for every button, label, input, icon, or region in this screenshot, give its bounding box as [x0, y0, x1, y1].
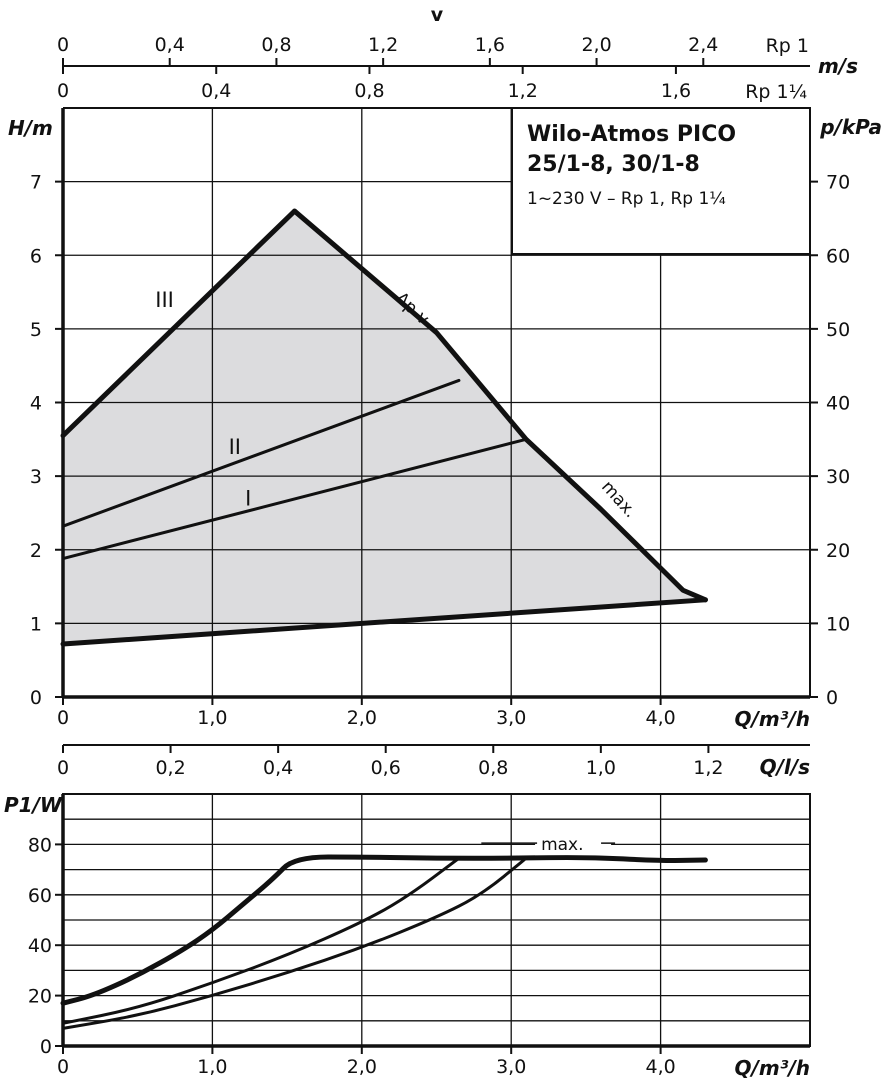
power-curves: max.	[60, 829, 708, 1030]
power-max-label: max.	[541, 835, 583, 855]
y-tick-label-0: 0	[30, 687, 42, 709]
curve-min	[60, 597, 708, 647]
y-tick-label-6: 6	[30, 245, 42, 267]
power-x-tick-label-3: 3,0	[496, 1056, 526, 1078]
velocity-label: v	[431, 4, 444, 26]
y-right-tick-label-5: 50	[826, 319, 850, 341]
flow-ls-tick-label-1: 0,2	[155, 757, 185, 779]
chart-voltage: 1~230 V – Rp 1, Rp 1¼	[527, 189, 726, 209]
title-box	[511, 107, 811, 255]
rp1-quarter-label: Rp 1¼	[745, 81, 807, 103]
power-y-tick-label-1: 20	[28, 986, 52, 1008]
curve-II	[61, 378, 461, 528]
y-axis-label: H/m	[8, 116, 53, 140]
x-tick-label-3: 3,0	[496, 707, 526, 729]
operating-range-area	[63, 211, 706, 644]
curve-I	[61, 437, 528, 561]
y-right-tick-label-0: 0	[826, 687, 838, 709]
power-y-tick-label-2: 40	[28, 935, 52, 957]
power-x-tick-label-1: 1,0	[197, 1056, 227, 1078]
power-x-tick-label-0: 0	[57, 1056, 69, 1078]
velocity-unit: m/s	[818, 54, 858, 78]
rp1q-tick-label-3: 1,2	[508, 80, 538, 102]
power-grid	[63, 794, 810, 1046]
y-right-tick-label-7: 70	[826, 172, 850, 194]
power-y-tick-label-3: 60	[28, 885, 52, 907]
x-tick-label-2: 2,0	[347, 707, 377, 729]
chart-subtitle: 25/1-8, 30/1-8	[527, 152, 700, 177]
power-curve-I	[61, 856, 528, 1030]
y-right-tick-label-3: 30	[826, 466, 850, 488]
rp1q-tick-label-2: 0,8	[354, 80, 384, 102]
y-tick-label-1: 1	[30, 613, 42, 635]
power-y-tick-label-0: 0	[40, 1036, 52, 1058]
power-y-tick-label-4: 80	[28, 834, 52, 856]
label-III: III	[155, 288, 174, 312]
y-right-tick-label-2: 20	[826, 540, 850, 562]
flow-ls-tick-label-2: 0,4	[263, 757, 293, 779]
flow-ls-label: Q/l/s	[760, 755, 810, 779]
power-y-label: P1/W	[4, 793, 63, 817]
x-tick-label-0: 0	[57, 707, 69, 729]
power-curve-max	[60, 854, 708, 1006]
rp1-tick-label-6: 2,4	[688, 34, 718, 56]
label-I: I	[245, 487, 251, 511]
x-tick-label-4: 4,0	[645, 707, 675, 729]
y-tick-label-7: 7	[30, 172, 42, 194]
curve-III	[60, 208, 298, 439]
power-max-label-bg	[535, 829, 612, 856]
power-x-label: Q/m³/h	[735, 1056, 810, 1080]
rp1-tick-label-3: 1,2	[368, 34, 398, 56]
power-axis-ticks: 0 1,0 2,0 3,0 4,0 0 20 40 60 80	[28, 834, 676, 1078]
rp1-tick-label-5: 2,0	[581, 34, 611, 56]
flow-ls-axis: 0 0,2 0,4 0,6 0,8 1,0 1,2	[57, 745, 724, 779]
rp1-tick-label-4: 1,6	[475, 34, 505, 56]
flow-ls-tick-label-6: 1,2	[693, 757, 723, 779]
label-II: II	[229, 435, 241, 459]
flow-ls-tick-label-5: 1,0	[586, 757, 616, 779]
velocity-axes: 0 0,4 0,8 1,2 1,6 2,0 2,4 0 0,4 0,8 1,2 1,6	[57, 34, 718, 102]
y-right-tick-label-4: 40	[826, 393, 850, 415]
curve-dp-v-max	[292, 208, 708, 603]
power-x-tick-label-4: 4,0	[645, 1056, 675, 1078]
rp1-tick-label-1: 0,4	[155, 34, 185, 56]
flow-ls-tick-label-0: 0	[57, 757, 69, 779]
y-tick-label-2: 2	[30, 540, 42, 562]
x-axis-label: Q/m³/h	[735, 707, 810, 731]
rp1-tick-label-2: 0,8	[261, 34, 291, 56]
rp1q-tick-label-0: 0	[57, 80, 69, 102]
y-right-axis-label: p/kPa	[819, 115, 882, 139]
y-tick-label-4: 4	[30, 393, 42, 415]
y-tick-label-5: 5	[30, 319, 42, 341]
rp1-tick-label-0: 0	[57, 34, 69, 56]
rp1q-tick-label-4: 1,6	[661, 80, 691, 102]
rp1-label: Rp 1	[766, 35, 809, 57]
y-right-tick-label-1: 10	[826, 613, 850, 635]
y-tick-label-3: 3	[30, 466, 42, 488]
x-tick-label-1: 1,0	[197, 707, 227, 729]
power-curve-II	[61, 856, 461, 1025]
chart-title: Wilo-Atmos PICO	[527, 122, 736, 147]
flow-ls-tick-label-4: 0,8	[478, 757, 508, 779]
rp1q-tick-label-1: 0,4	[201, 80, 231, 102]
y-right-tick-label-6: 60	[826, 245, 850, 267]
power-x-tick-label-2: 2,0	[347, 1056, 377, 1078]
flow-ls-tick-label-3: 0,6	[371, 757, 401, 779]
